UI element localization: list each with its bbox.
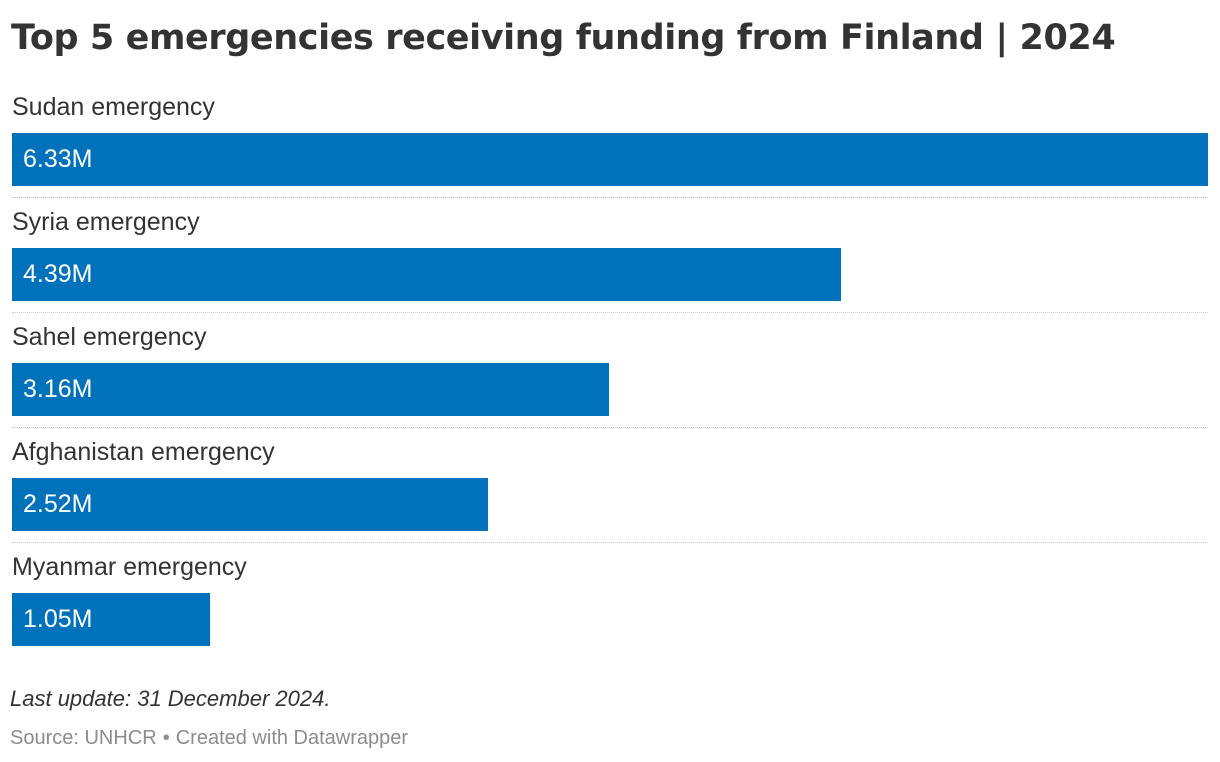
row-divider [12,427,1208,428]
bar-value-label: 2.52M [23,490,93,518]
bar-chart: Sudan emergency 6.33M Syria emergency 4.39M… [12,92,1208,667]
bar-value-label: 6.33M [23,145,93,173]
category-label: Afghanistan emergency [12,438,275,466]
bar[interactable] [12,133,1208,186]
separator-dot: • [162,727,170,749]
bar[interactable] [12,478,488,531]
last-update-note: Last update: 31 December 2024. [10,686,331,711]
source-line: Source: UNHCR • Created with Datawrapper [10,727,408,750]
bar-value-label: 1.05M [23,605,93,633]
bar-row: Sudan emergency 6.33M [12,92,1208,207]
bar[interactable] [12,593,210,646]
category-label: Myanmar emergency [12,553,247,581]
bar[interactable] [12,248,841,301]
datawrapper-credit[interactable]: Created with Datawrapper [175,727,409,749]
row-divider [12,542,1208,543]
bar-value-label: 4.39M [23,260,93,288]
chart-title: Top 5 emergencies receiving funding from… [11,18,1116,58]
bar-row: Sahel emergency 3.16M [12,322,1208,437]
category-label: Sahel emergency [12,323,207,351]
row-divider [12,197,1208,198]
row-divider [12,312,1208,313]
bar-row: Myanmar emergency 1.05M [12,552,1208,667]
source-text: Source: UNHCR [10,727,157,749]
bar-row: Syria emergency 4.39M [12,207,1208,322]
category-label: Syria emergency [12,208,200,236]
bar[interactable] [12,363,609,416]
bar-value-label: 3.16M [23,375,93,403]
category-label: Sudan emergency [12,93,215,121]
bar-row: Afghanistan emergency 2.52M [12,437,1208,552]
